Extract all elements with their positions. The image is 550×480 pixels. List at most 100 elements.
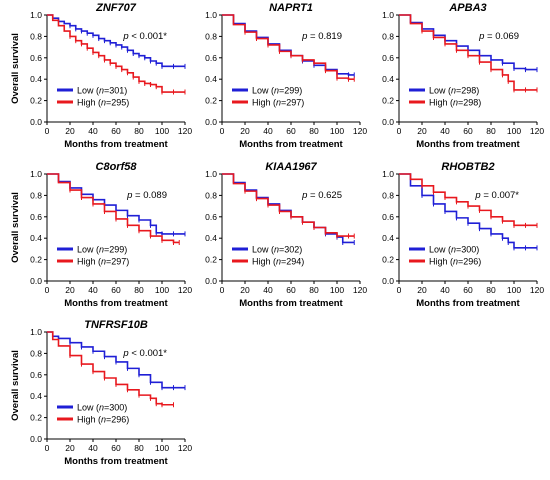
y-tick-label: 0.4 bbox=[30, 74, 42, 84]
x-axis-label: Months from treatment bbox=[416, 298, 520, 309]
y-tick-label: 0.0 bbox=[30, 276, 42, 286]
x-tick-label: 0 bbox=[220, 126, 225, 136]
y-tick-label: 0.4 bbox=[205, 233, 217, 243]
x-tick-label: 20 bbox=[65, 443, 75, 453]
x-tick-label: 120 bbox=[530, 126, 544, 136]
x-tick-label: 80 bbox=[134, 443, 144, 453]
x-tick-label: 40 bbox=[88, 443, 98, 453]
x-tick-label: 120 bbox=[178, 126, 192, 136]
x-tick-label: 20 bbox=[417, 126, 427, 136]
y-tick-label: 0.0 bbox=[382, 117, 394, 127]
y-tick-label: 0.8 bbox=[30, 348, 42, 358]
x-tick-label: 120 bbox=[530, 285, 544, 295]
x-tick-label: 40 bbox=[263, 126, 273, 136]
legend-label-high: High (n=296) bbox=[77, 415, 129, 425]
p-value-label: p = 0.819 bbox=[301, 31, 342, 42]
legend-label-low: Low (n=300) bbox=[77, 403, 127, 413]
panel-title: APBA3 bbox=[448, 2, 486, 14]
y-tick-label: 0.6 bbox=[382, 212, 394, 222]
y-tick-label: 0.0 bbox=[382, 276, 394, 286]
x-tick-label: 80 bbox=[486, 285, 496, 295]
legend-label-low: Low (n=302) bbox=[252, 245, 302, 255]
x-tick-label: 20 bbox=[240, 126, 250, 136]
km-panel-c8orf58: 0.0 0.2 0.4 0.6 0.8 1.0 0 20 40 60 80 100 120 Months … bbox=[10, 161, 192, 309]
km-panel-tnfrsf10b: 0.0 0.2 0.4 0.6 0.8 1.0 0 20 40 60 80 100 120 Months … bbox=[10, 319, 192, 467]
panel-title: KIAA1967 bbox=[265, 161, 317, 173]
km-panel-rhobtb2: 0.0 0.2 0.4 0.6 0.8 1.0 0 20 40 60 80 100 120 Months … bbox=[382, 161, 544, 309]
x-tick-label: 0 bbox=[45, 285, 50, 295]
y-tick-label: 0.6 bbox=[205, 53, 217, 63]
x-tick-label: 120 bbox=[353, 285, 367, 295]
x-tick-label: 40 bbox=[88, 126, 98, 136]
km-panel-naprt1: 0.0 0.2 0.4 0.6 0.8 1.0 0 20 40 60 80 100 120 Months … bbox=[205, 2, 367, 150]
legend-label-high: High (n=296) bbox=[429, 257, 481, 267]
x-tick-label: 100 bbox=[330, 285, 344, 295]
legend-label-low: Low (n=299) bbox=[77, 245, 127, 255]
y-tick-label: 0.2 bbox=[30, 96, 42, 106]
x-tick-label: 60 bbox=[286, 126, 296, 136]
x-tick-label: 20 bbox=[417, 285, 427, 295]
panel-title: C8orf58 bbox=[96, 161, 138, 173]
p-value-label: p = 0.007* bbox=[474, 190, 519, 201]
x-tick-label: 60 bbox=[111, 285, 121, 295]
y-tick-label: 0.2 bbox=[30, 413, 42, 423]
panel-title: RHOBTB2 bbox=[441, 161, 494, 173]
x-tick-label: 0 bbox=[45, 126, 50, 136]
x-tick-label: 100 bbox=[330, 126, 344, 136]
y-tick-label: 0.0 bbox=[30, 117, 42, 127]
panel-title: TNFRSF10B bbox=[84, 319, 148, 331]
y-tick-label: 0.2 bbox=[205, 255, 217, 265]
x-tick-label: 100 bbox=[155, 126, 169, 136]
survival-curve-high bbox=[47, 14, 185, 93]
x-tick-label: 0 bbox=[397, 285, 402, 295]
y-tick-label: 0.8 bbox=[205, 190, 217, 200]
x-axis-label: Months from treatment bbox=[64, 298, 168, 309]
legend-label-low: Low (n=300) bbox=[429, 245, 479, 255]
x-axis-label: Months from treatment bbox=[239, 139, 343, 150]
x-tick-label: 60 bbox=[286, 285, 296, 295]
x-tick-label: 0 bbox=[45, 443, 50, 453]
y-tick-label: 0.8 bbox=[382, 190, 394, 200]
x-tick-label: 60 bbox=[463, 126, 473, 136]
y-tick-label: 0.2 bbox=[382, 96, 394, 106]
x-axis-label: Months from treatment bbox=[416, 139, 520, 150]
x-tick-label: 120 bbox=[178, 285, 192, 295]
x-tick-label: 100 bbox=[155, 443, 169, 453]
y-tick-label: 0.6 bbox=[382, 53, 394, 63]
x-tick-label: 80 bbox=[134, 285, 144, 295]
x-tick-label: 120 bbox=[353, 126, 367, 136]
legend-label-low: Low (n=301) bbox=[77, 86, 127, 96]
y-tick-label: 1.0 bbox=[205, 169, 217, 179]
y-tick-label: 0.2 bbox=[205, 96, 217, 106]
km-panel-apba3: 0.0 0.2 0.4 0.6 0.8 1.0 0 20 40 60 80 100 120 Months … bbox=[382, 2, 544, 150]
x-tick-label: 0 bbox=[397, 126, 402, 136]
y-tick-label: 0.4 bbox=[382, 74, 394, 84]
survival-curve-high bbox=[222, 173, 355, 237]
y-axis-label: Overall survival bbox=[10, 33, 21, 104]
y-tick-label: 0.2 bbox=[30, 255, 42, 265]
y-tick-label: 0.8 bbox=[205, 31, 217, 41]
y-tick-label: 1.0 bbox=[382, 10, 394, 20]
x-tick-label: 20 bbox=[240, 285, 250, 295]
y-tick-label: 0.6 bbox=[30, 370, 42, 380]
panel-title: NAPRT1 bbox=[269, 2, 313, 14]
y-tick-label: 1.0 bbox=[382, 169, 394, 179]
p-value-label: p = 0.069 bbox=[478, 31, 519, 42]
legend-label-high: High (n=294) bbox=[252, 257, 304, 267]
y-tick-label: 0.6 bbox=[30, 53, 42, 63]
survival-curve-low bbox=[399, 173, 537, 249]
x-tick-label: 80 bbox=[309, 126, 319, 136]
p-value-label: p = 0.089 bbox=[126, 190, 167, 201]
x-tick-label: 40 bbox=[440, 126, 450, 136]
y-tick-label: 1.0 bbox=[205, 10, 217, 20]
y-tick-label: 0.6 bbox=[205, 212, 217, 222]
x-tick-label: 120 bbox=[178, 443, 192, 453]
legend-label-low: Low (n=299) bbox=[252, 86, 302, 96]
km-panel-kiaa1967: 0.0 0.2 0.4 0.6 0.8 1.0 0 20 40 60 80 100 120 Months … bbox=[205, 161, 367, 309]
x-tick-label: 100 bbox=[507, 126, 521, 136]
x-tick-label: 60 bbox=[463, 285, 473, 295]
x-tick-label: 60 bbox=[111, 443, 121, 453]
p-value-label: p < 0.001* bbox=[122, 348, 167, 359]
x-tick-label: 100 bbox=[155, 285, 169, 295]
y-tick-label: 0.0 bbox=[205, 276, 217, 286]
